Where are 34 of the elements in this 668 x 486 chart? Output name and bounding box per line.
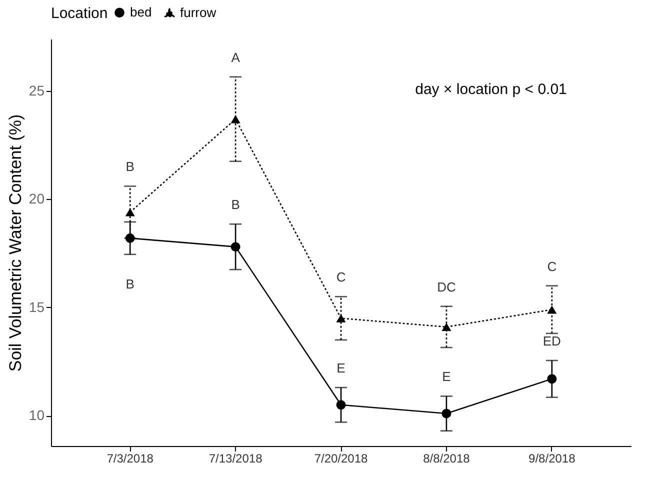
point [442, 408, 452, 418]
x-tick-label: 9/8/2018 [528, 452, 576, 466]
annotation: ED [542, 333, 561, 348]
point [230, 242, 240, 252]
point [336, 314, 346, 322]
point [230, 114, 240, 124]
annotation: E [442, 369, 452, 384]
annotation: B [231, 197, 240, 212]
point [442, 322, 452, 332]
point [125, 233, 135, 243]
x-tick-label: 7/13/2018 [208, 452, 263, 466]
annotation: DC [437, 279, 456, 294]
annotation: E [336, 360, 346, 376]
y-axis-title: Soil Volumetric Water Content (%) [6, 114, 25, 372]
annotation: A [231, 50, 240, 65]
x-tick-label: 7/3/2018 [106, 452, 154, 466]
point [125, 208, 135, 216]
annotation: C [336, 270, 346, 285]
y-tick-label: 25 [28, 82, 45, 98]
annotation: B [126, 159, 134, 174]
legend-label: furrow [180, 4, 217, 20]
y-tick-label: 20 [28, 190, 45, 207]
x-tick-label: 7/20/2018 [314, 452, 368, 466]
legend-title: Location [51, 5, 108, 22]
point [547, 306, 557, 314]
point [547, 374, 557, 384]
y-tick-label: 10 [28, 407, 45, 424]
annotation: C [547, 258, 557, 274]
annotation: day × location p < 0.01 [415, 81, 567, 98]
y-tick-label: 15 [28, 298, 45, 315]
annotation: B [126, 276, 134, 292]
point [336, 400, 346, 410]
x-tick-label: 8/8/2018 [423, 452, 470, 466]
legend-label: bed [130, 4, 152, 20]
